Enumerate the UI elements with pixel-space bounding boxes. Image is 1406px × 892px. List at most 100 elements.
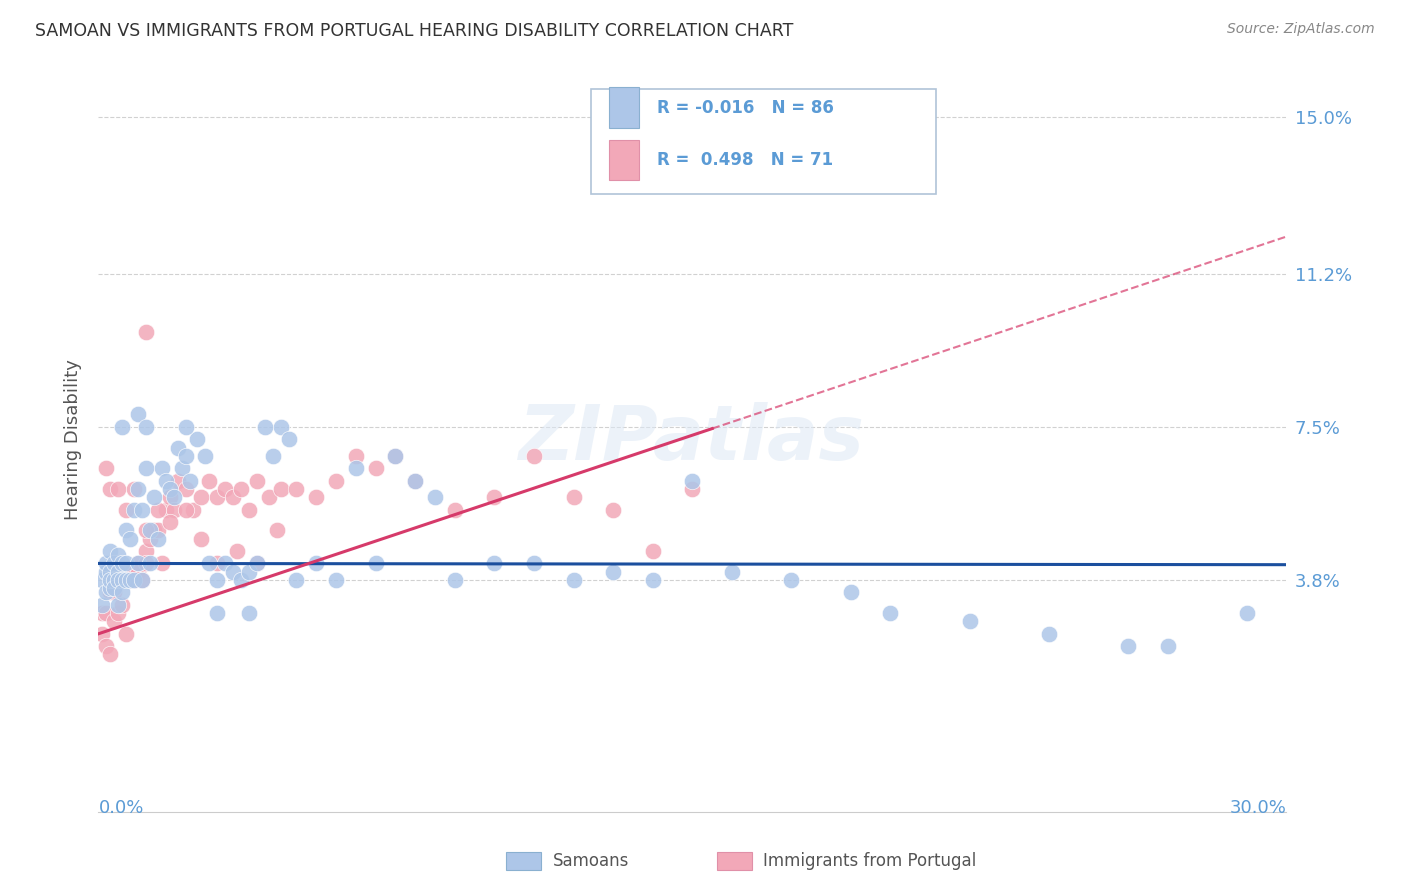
Point [190, 532, 212, 546]
Point [562, 573, 585, 587]
Point [98, 582, 121, 596]
Point [879, 606, 901, 620]
Point [139, 524, 162, 538]
Point [444, 502, 467, 516]
Point [122, 573, 145, 587]
FancyBboxPatch shape [609, 139, 638, 180]
Point [98, 573, 121, 587]
Point [107, 482, 129, 496]
Point [205, 490, 228, 504]
Point [131, 573, 153, 587]
Point [602, 502, 624, 516]
Point [325, 474, 347, 488]
Point [127, 557, 149, 571]
Point [103, 615, 125, 629]
Point [238, 565, 260, 579]
Text: 30.0%: 30.0% [1230, 799, 1286, 817]
Point [103, 585, 125, 599]
Point [190, 490, 212, 504]
Point [91, 598, 114, 612]
Point [246, 557, 269, 571]
Point [270, 420, 292, 434]
Point [135, 524, 157, 538]
Point [222, 490, 245, 504]
Point [103, 582, 125, 596]
Point [127, 408, 149, 422]
Y-axis label: Hearing Disability: Hearing Disability [63, 359, 82, 520]
Point [179, 474, 201, 488]
Point [183, 502, 205, 516]
Point [107, 565, 129, 579]
Point [111, 573, 134, 587]
Point [163, 490, 186, 504]
Point [127, 557, 149, 571]
Point [111, 573, 134, 587]
Point [98, 585, 121, 599]
Point [959, 615, 981, 629]
Point [146, 524, 169, 538]
Text: R = -0.016   N = 86: R = -0.016 N = 86 [657, 99, 834, 117]
Point [111, 557, 134, 571]
Point [839, 585, 862, 599]
Point [253, 420, 276, 434]
Point [139, 557, 162, 571]
Point [107, 573, 129, 587]
Point [214, 482, 236, 496]
Point [96, 585, 118, 599]
Point [222, 565, 245, 579]
Point [198, 557, 221, 571]
Point [98, 565, 121, 579]
Point [111, 598, 134, 612]
Point [155, 502, 177, 516]
Point [384, 449, 406, 463]
Point [305, 490, 328, 504]
Point [170, 461, 193, 475]
Point [127, 482, 149, 496]
Point [246, 557, 269, 571]
Point [98, 482, 121, 496]
Point [96, 565, 118, 579]
Point [344, 461, 367, 475]
Point [238, 606, 260, 620]
Point [1156, 639, 1178, 653]
Point [103, 557, 125, 571]
Point [174, 449, 197, 463]
Point [163, 502, 186, 516]
Point [115, 557, 138, 571]
Point [214, 557, 236, 571]
Point [174, 482, 197, 496]
Point [205, 557, 228, 571]
Point [115, 627, 138, 641]
Point [1038, 627, 1060, 641]
Point [484, 557, 506, 571]
Point [186, 433, 208, 447]
Text: Source: ZipAtlas.com: Source: ZipAtlas.com [1227, 22, 1375, 37]
Point [562, 490, 585, 504]
Point [194, 449, 217, 463]
Point [159, 490, 181, 504]
Point [404, 474, 426, 488]
Point [131, 573, 153, 587]
Point [1116, 639, 1139, 653]
Point [96, 639, 118, 653]
Point [166, 441, 188, 455]
Point [238, 502, 260, 516]
Point [364, 461, 387, 475]
Point [226, 544, 249, 558]
Point [484, 490, 506, 504]
Point [246, 474, 269, 488]
Point [91, 573, 114, 587]
Point [150, 461, 173, 475]
Point [111, 420, 134, 434]
Point [262, 449, 284, 463]
Point [120, 565, 142, 579]
Text: R =  0.498   N = 71: R = 0.498 N = 71 [657, 151, 832, 169]
Point [135, 461, 157, 475]
Point [111, 585, 134, 599]
Point [384, 449, 406, 463]
Point [131, 502, 153, 516]
Point [681, 474, 703, 488]
Point [135, 420, 157, 434]
Point [780, 573, 803, 587]
Point [91, 606, 114, 620]
